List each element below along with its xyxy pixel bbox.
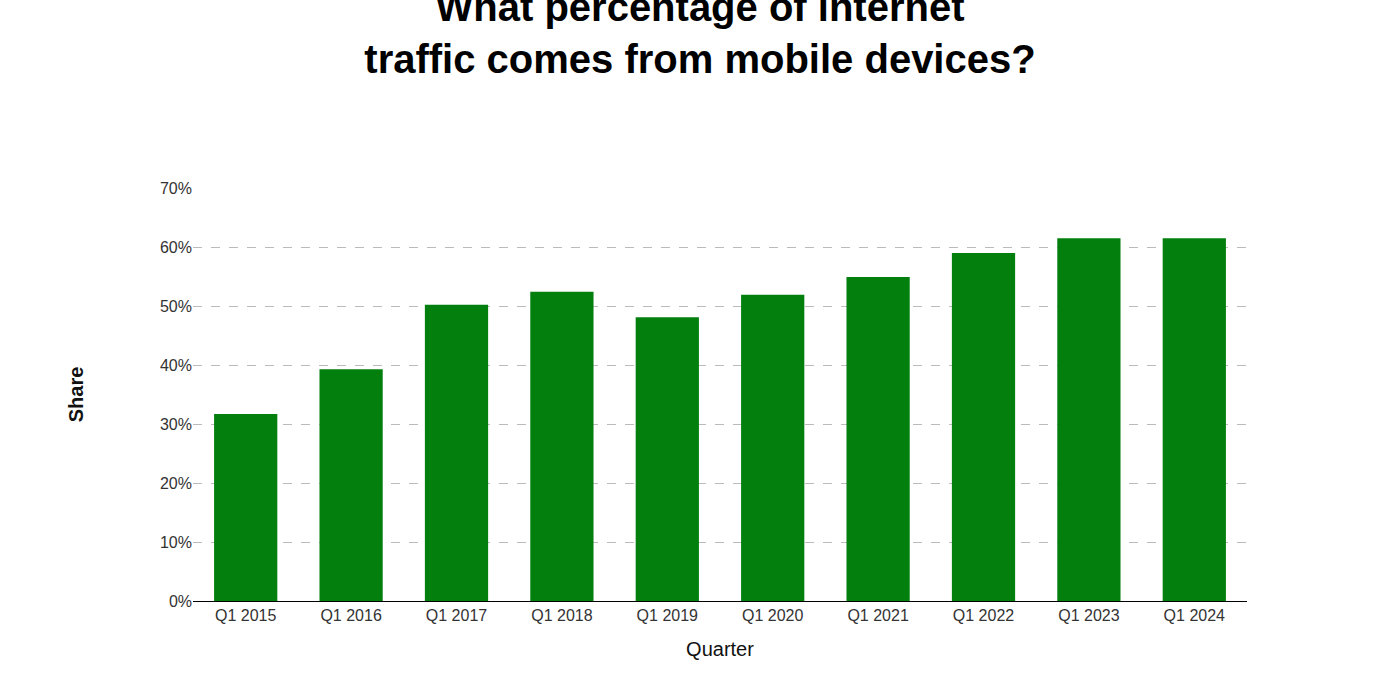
svg-text:Q1 2022: Q1 2022 [953, 607, 1014, 624]
svg-text:Q1 2016: Q1 2016 [320, 607, 381, 624]
svg-text:Q1 2018: Q1 2018 [531, 607, 592, 624]
svg-text:40%: 40% [160, 357, 192, 374]
svg-text:Q1 2015: Q1 2015 [215, 607, 276, 624]
svg-text:20%: 20% [160, 475, 192, 492]
svg-text:Share: Share [65, 367, 87, 423]
svg-text:0%: 0% [169, 593, 192, 610]
svg-text:Q1 2023: Q1 2023 [1058, 607, 1119, 624]
svg-text:Q1 2021: Q1 2021 [847, 607, 908, 624]
svg-text:10%: 10% [160, 534, 192, 551]
svg-text:Quarter: Quarter [686, 638, 754, 660]
svg-text:Q1 2024: Q1 2024 [1164, 607, 1225, 624]
svg-text:60%: 60% [160, 239, 192, 256]
svg-text:Q1 2017: Q1 2017 [426, 607, 487, 624]
svg-text:50%: 50% [160, 298, 192, 315]
svg-text:30%: 30% [160, 416, 192, 433]
svg-text:70%: 70% [160, 180, 192, 197]
svg-text:What percentage of internettra: What percentage of internettraffic comes… [364, 0, 1035, 81]
svg-text:Q1 2020: Q1 2020 [742, 607, 803, 624]
svg-text:Q1 2019: Q1 2019 [637, 607, 698, 624]
